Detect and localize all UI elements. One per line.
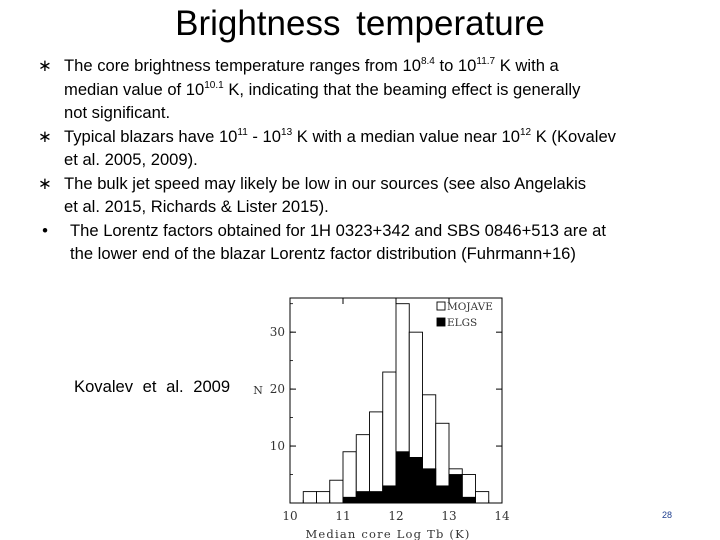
bullet-line: The Lorentz factors obtained for 1H 0323…: [70, 219, 700, 243]
exponent: 12: [520, 126, 532, 138]
elgs-bar: [461, 496, 476, 504]
mojave-bar: [369, 411, 384, 504]
mojave-bar: [475, 491, 490, 504]
mojave-bar: [342, 451, 357, 504]
bullet-item: ∗ The bulk jet speed may likely be low in…: [30, 172, 700, 219]
x-tick-label: 10: [282, 509, 297, 523]
bullet-text: et al. 2005, 2009).: [64, 150, 198, 169]
bullet-text: K with a median value near 10: [292, 126, 520, 146]
y-tick-label: 30: [270, 325, 285, 339]
exponent: 11.7: [476, 56, 496, 67]
bullet-text: The bulk jet speed may likely be low in …: [64, 173, 587, 193]
x-tick-label: 13: [441, 509, 456, 523]
elgs-bar: [382, 485, 397, 504]
elgs-bar: [369, 491, 384, 504]
x-tick-label: 11: [335, 509, 350, 523]
elgs-bar: [422, 468, 437, 504]
bullet-line: not significant.: [64, 101, 700, 125]
exponent: 11: [237, 126, 248, 138]
legend-label-mojave: MOJAVE: [447, 301, 493, 313]
elgs-bar: [435, 485, 450, 504]
y-axis-label: N: [253, 384, 263, 397]
legend-swatch-mojave: [436, 301, 446, 311]
bullet-text: Typical blazars have 10: [64, 126, 238, 146]
bullet-marker: ∗: [38, 126, 52, 146]
slide-title: Brightness temperature: [175, 4, 545, 43]
bullet-text: - 10: [247, 126, 282, 146]
elgs-bar: [395, 451, 410, 504]
bullet-line: The core brightness temperature ranges f…: [64, 54, 700, 78]
x-tick-label: 12: [388, 509, 403, 523]
elgs-bar: [355, 491, 370, 504]
bullet-text: The core brightness temperature ranges f…: [64, 56, 421, 75]
bullet-line: et al. 2005, 2009).: [64, 148, 700, 172]
bullet-item: ∗ The core brightness temperature ranges …: [30, 54, 700, 125]
y-tick-label: 20: [270, 382, 285, 396]
bullet-line: the lower end of the blazar Lorentz fact…: [70, 242, 700, 266]
x-axis-label: Median core Log Tb (K): [305, 527, 470, 540]
bullet-item: • The Lorentz factors obtained for 1H 032…: [30, 219, 700, 266]
bullet-line: et al. 2015, Richards & Lister 2015).: [64, 195, 700, 219]
histogram-chart: 10 11 12 13 14 10 20 30 Median core Log Tb (K) N M…: [242, 290, 514, 540]
bullet-line: Typical blazars have 1011 - 1013 K with …: [64, 125, 700, 149]
elgs-bar: [408, 456, 423, 504]
bullet-item: ∗ Typical blazars have 1011 - 1013 K with…: [30, 125, 700, 172]
exponent: 8.4: [420, 56, 435, 67]
elgs-bar: [342, 496, 357, 504]
figure-caption: Kovalev et al. 2009: [74, 377, 231, 396]
bullet-text: the lower end of the blazar Lorentz fact…: [70, 244, 576, 263]
legend-swatch-elgs: [436, 317, 446, 327]
legend-label-elgs: ELGS: [447, 317, 477, 329]
bullet-line: median value of 1010.1 K, indicating tha…: [64, 78, 700, 102]
mojave-bar: [316, 491, 331, 504]
exponent: 13: [281, 126, 293, 138]
x-tick-label: 14: [494, 509, 510, 523]
y-tick-label: 10: [270, 439, 285, 453]
bullet-text: The Lorentz factors obtained for 1H 0323…: [70, 220, 606, 240]
mojave-bar: [382, 371, 397, 504]
exponent: 10.1: [204, 79, 224, 91]
bullet-text: K, indicating that the beaming effect is…: [223, 79, 581, 99]
bullet-text: to 10: [434, 56, 477, 75]
page-number: 28: [662, 510, 673, 520]
mojave-bar: [329, 479, 344, 504]
bullet-text: K with a: [495, 56, 559, 75]
bullet-text: et al. 2015, Richards & Lister 2015).: [64, 197, 329, 216]
bullet-marker: ∗: [38, 56, 52, 75]
mojave-bar: [302, 491, 317, 504]
bullet-text: median value of 10: [64, 79, 205, 99]
bullet-marker: •: [42, 220, 48, 240]
bullet-text: K (Kovalev: [531, 126, 616, 146]
bullet-line: The bulk jet speed may likely be low in …: [64, 172, 700, 196]
elgs-bar: [448, 474, 463, 504]
bullet-list: ∗ The core brightness temperature ranges …: [30, 54, 700, 266]
bullet-marker: ∗: [38, 173, 52, 193]
bullet-text: not significant.: [64, 103, 171, 122]
